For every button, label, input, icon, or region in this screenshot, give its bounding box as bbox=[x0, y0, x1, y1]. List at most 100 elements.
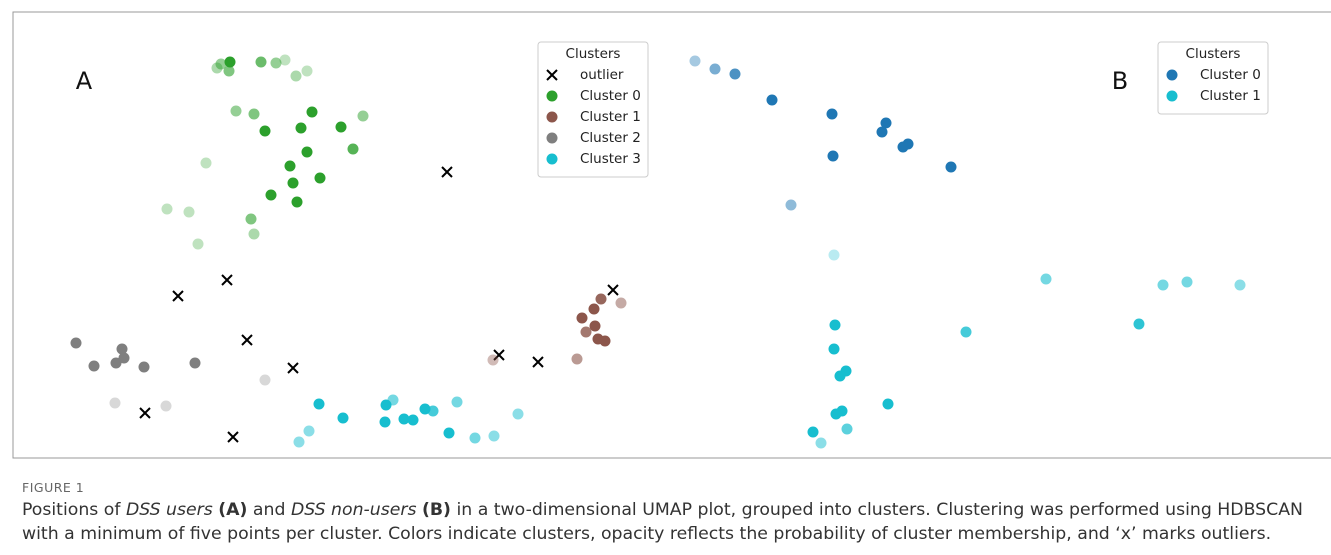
point bbox=[248, 108, 260, 120]
point bbox=[255, 56, 267, 68]
point bbox=[841, 423, 853, 435]
legend-box bbox=[537, 41, 649, 178]
point bbox=[897, 141, 909, 153]
point bbox=[512, 408, 524, 420]
point bbox=[161, 203, 173, 215]
caption-text: DSS non-users bbox=[290, 500, 417, 520]
point bbox=[1133, 318, 1145, 330]
point bbox=[827, 150, 839, 162]
point bbox=[379, 416, 391, 428]
figure: Clusters outlier Cluster 0 Cluster 1 Cluster… bbox=[12, 11, 1331, 459]
point bbox=[766, 94, 778, 106]
point bbox=[270, 57, 282, 69]
panel-label: B bbox=[1112, 67, 1128, 95]
outlier-stroke bbox=[227, 431, 239, 443]
point bbox=[295, 122, 307, 134]
point bbox=[443, 427, 455, 439]
legend-marker bbox=[1166, 69, 1178, 81]
caption-text: Positions of bbox=[22, 500, 126, 520]
point bbox=[248, 228, 260, 240]
point bbox=[576, 312, 588, 324]
point bbox=[882, 398, 894, 410]
figure-frame bbox=[12, 11, 1331, 459]
point bbox=[876, 126, 888, 138]
point bbox=[829, 319, 841, 331]
point bbox=[306, 106, 318, 118]
point bbox=[70, 337, 82, 349]
point bbox=[709, 63, 721, 75]
outlier-stroke bbox=[139, 407, 151, 419]
legend-marker bbox=[546, 153, 558, 165]
point bbox=[580, 326, 592, 338]
legend-label: Cluster 3 bbox=[580, 151, 641, 167]
point bbox=[1157, 279, 1169, 291]
point bbox=[279, 54, 291, 66]
legend-label: outlier bbox=[580, 67, 624, 83]
point bbox=[293, 436, 305, 448]
point bbox=[183, 206, 195, 218]
outlier-marker bbox=[172, 290, 184, 302]
point bbox=[200, 157, 212, 169]
outlier-stroke bbox=[607, 284, 619, 296]
point bbox=[303, 425, 315, 437]
caption-text: DSS users bbox=[125, 500, 213, 520]
caption: Positions of DSS users (A) and DSS non-u… bbox=[22, 498, 1317, 546]
legend-label: Cluster 1 bbox=[1200, 88, 1261, 104]
outlier-stroke bbox=[546, 69, 558, 81]
point bbox=[347, 143, 359, 155]
outlier-stroke bbox=[287, 362, 299, 374]
point bbox=[945, 161, 957, 173]
outlier-marker bbox=[227, 431, 239, 443]
point bbox=[230, 105, 242, 117]
legend-title: Clusters bbox=[566, 46, 621, 62]
point bbox=[1181, 276, 1193, 288]
point bbox=[729, 68, 741, 80]
outlier-stroke bbox=[241, 334, 253, 346]
point bbox=[599, 335, 611, 347]
point bbox=[259, 374, 271, 386]
point bbox=[595, 293, 607, 305]
outlier-marker bbox=[493, 349, 505, 361]
point bbox=[138, 361, 150, 373]
point bbox=[245, 213, 257, 225]
point bbox=[427, 405, 439, 417]
outlier-marker bbox=[532, 356, 544, 368]
legend-label: Cluster 0 bbox=[580, 88, 641, 104]
outlier-marker bbox=[241, 334, 253, 346]
point bbox=[487, 354, 499, 366]
legend-box bbox=[1157, 41, 1269, 115]
point bbox=[116, 343, 128, 355]
point bbox=[830, 408, 842, 420]
point bbox=[259, 125, 271, 137]
point bbox=[224, 56, 236, 68]
point bbox=[1040, 273, 1052, 285]
caption-text: in a two-dimensional UMAP plot, grouped … bbox=[22, 500, 1303, 544]
outlier-stroke bbox=[441, 166, 453, 178]
point bbox=[335, 121, 347, 133]
point bbox=[357, 110, 369, 122]
point bbox=[215, 58, 227, 70]
point bbox=[469, 432, 481, 444]
outlier-marker bbox=[546, 69, 558, 81]
legend-title: Clusters bbox=[1186, 46, 1241, 62]
point bbox=[615, 297, 627, 309]
point bbox=[451, 396, 463, 408]
outlier-marker bbox=[221, 274, 233, 286]
caption-label: FIGURE 1 bbox=[22, 480, 85, 495]
caption-text: (A) bbox=[218, 500, 248, 520]
point bbox=[1234, 279, 1246, 291]
point bbox=[284, 160, 296, 172]
point bbox=[488, 430, 500, 442]
outlier-marker bbox=[139, 407, 151, 419]
point bbox=[407, 414, 419, 426]
point bbox=[110, 357, 122, 369]
legend-marker bbox=[1166, 90, 1178, 102]
outlier-stroke bbox=[221, 274, 233, 286]
point bbox=[960, 326, 972, 338]
point bbox=[589, 320, 601, 332]
point bbox=[380, 399, 392, 411]
point bbox=[301, 65, 313, 77]
legend-label: Cluster 0 bbox=[1200, 67, 1261, 83]
outlier-stroke bbox=[172, 290, 184, 302]
point bbox=[265, 189, 277, 201]
